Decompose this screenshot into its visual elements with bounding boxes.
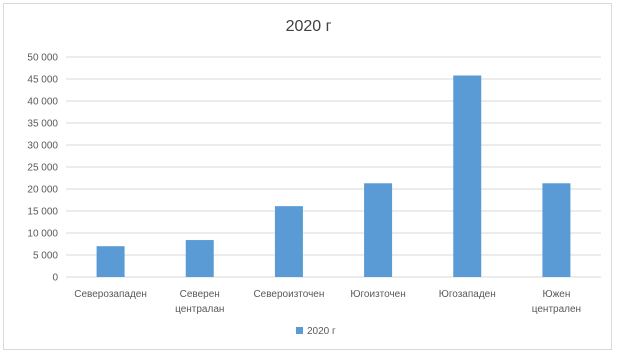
y-tick-label: 45 000 (27, 75, 58, 86)
y-tick-label: 15 000 (27, 207, 58, 218)
x-category-label: Северозападен (74, 289, 147, 300)
bar (364, 183, 393, 277)
x-category-label: Североизточен (253, 289, 324, 300)
y-tick-label: 35 000 (27, 119, 58, 130)
y-tick-label: 25 000 (27, 163, 58, 174)
x-category-label: Югоизточен (350, 289, 405, 300)
y-tick-label: 20 000 (27, 185, 58, 196)
x-category-label: централан (175, 304, 224, 315)
x-category-label: Югозападен (439, 289, 496, 300)
x-category-label: централен (532, 304, 581, 315)
y-tick-label: 50 000 (27, 53, 58, 64)
legend-label: 2020 г (307, 326, 336, 337)
y-tick-label: 0 (52, 273, 58, 284)
bar (96, 246, 125, 277)
x-category-label: Южен (542, 289, 570, 300)
y-tick-label: 40 000 (27, 97, 58, 108)
legend-swatch (296, 327, 303, 334)
bar (542, 183, 571, 277)
y-tick-label: 30 000 (27, 141, 58, 152)
bar (453, 75, 482, 277)
bar (185, 240, 214, 277)
y-tick-label: 10 000 (27, 229, 58, 240)
y-tick-label: 5 000 (33, 251, 58, 262)
bar (274, 206, 303, 277)
chart-frame (3, 3, 612, 350)
x-category-label: Северен (180, 289, 220, 300)
chart-title: 2020 г (285, 18, 332, 35)
